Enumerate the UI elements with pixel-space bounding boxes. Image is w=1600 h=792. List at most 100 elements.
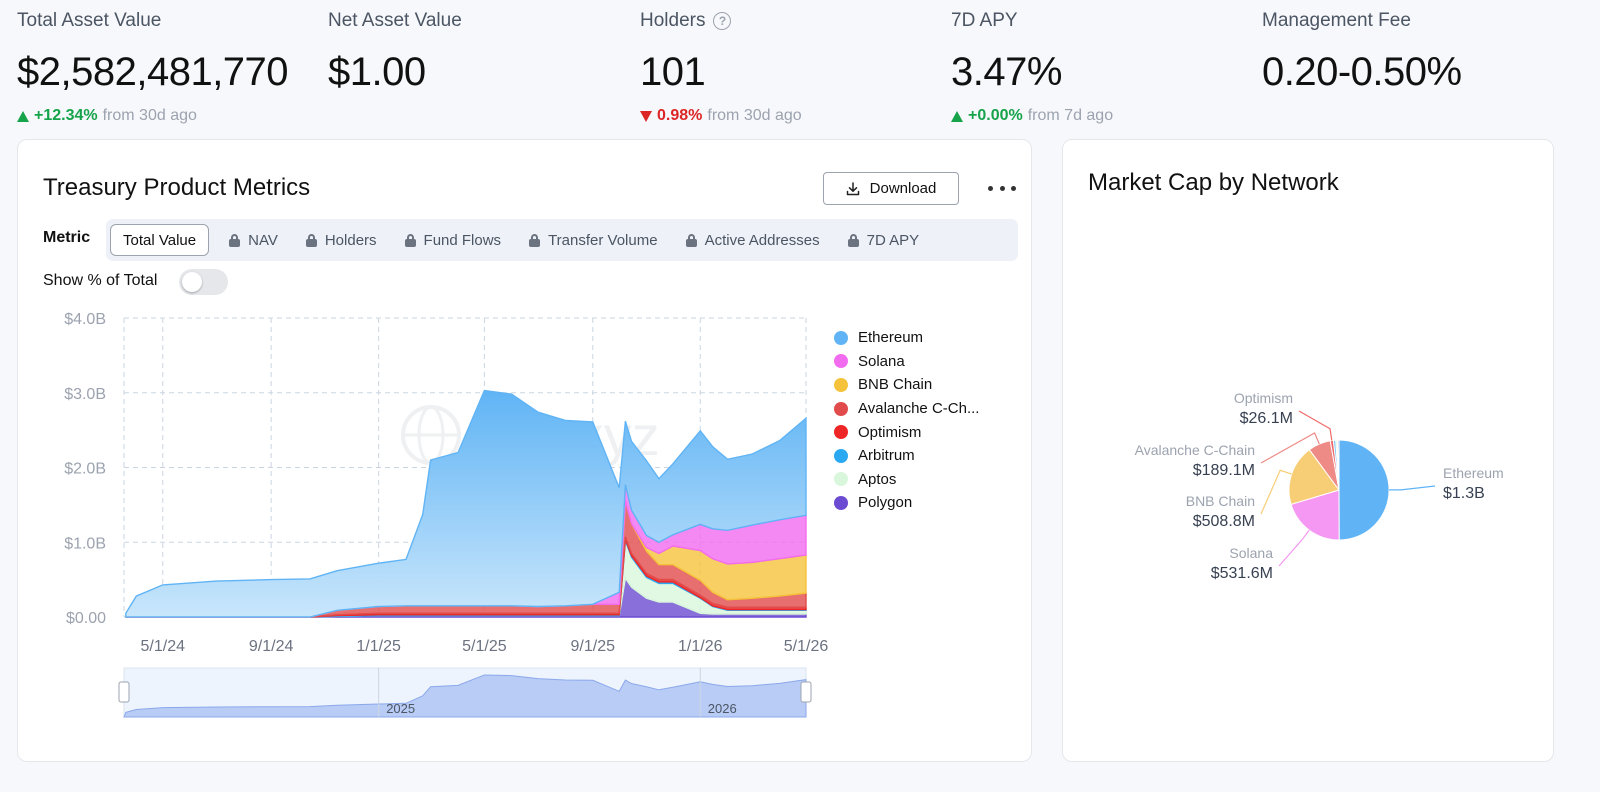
tab-label: Holders — [324, 231, 377, 249]
stat-label: 7D APY — [951, 10, 1018, 31]
stat-period: from 7d ago — [1027, 107, 1114, 124]
legend-dot — [834, 472, 848, 487]
stat-holders: Holders ? 101 0.98% from 30d ago — [640, 8, 940, 125]
navigator-area — [123, 674, 807, 718]
pie-label-value: $508.8M — [1193, 513, 1255, 530]
card-title: Market Cap by Network — [1088, 169, 1339, 196]
tab-fund-flows[interactable]: Fund Flows — [391, 224, 516, 256]
legend-item-aptos[interactable]: Aptos — [834, 468, 979, 492]
stat-value: $1.00 — [328, 50, 426, 94]
pie-label-value: $189.1M — [1193, 462, 1255, 479]
arrow-up-icon — [17, 110, 29, 122]
x-tick-label: 9/1/25 — [571, 638, 616, 655]
tab-transfer-volume[interactable]: Transfer Volume — [515, 224, 672, 256]
x-tick-label: 5/1/24 — [141, 638, 186, 655]
legend-item-arbitrum[interactable]: Arbitrum — [834, 444, 979, 468]
pie-label-name: Solana — [1229, 545, 1273, 561]
legend-label: Ethereum — [858, 329, 924, 347]
arrow-up-icon — [951, 110, 963, 122]
lock-icon — [404, 233, 416, 247]
tab-total-value[interactable]: Total Value — [110, 224, 210, 256]
legend-item-avalanche-c-chain[interactable]: Avalanche C-Ch... — [834, 397, 979, 421]
lock-icon — [529, 233, 541, 247]
stat-value: 0.20-0.50% — [1262, 50, 1462, 94]
arrow-down-icon — [640, 110, 652, 122]
stat-management-fee: Management Fee 0.20-0.50% — [1262, 8, 1562, 95]
legend-label: BNB Chain — [858, 376, 933, 394]
legend-item-bnb-chain[interactable]: BNB Chain — [834, 373, 979, 397]
tab-7d-apy[interactable]: 7D APY — [834, 224, 934, 256]
legend-label: Solana — [858, 352, 905, 370]
card-title: Treasury Product Metrics — [43, 174, 311, 201]
navigator-label: 2025 — [386, 701, 415, 716]
network-card: Market Cap by Network Ethereum $1.3B Solan… — [1062, 139, 1554, 762]
x-tick-label: 5/1/26 — [784, 638, 829, 655]
tab-label: NAV — [248, 231, 278, 249]
legend-item-polygon[interactable]: Polygon — [834, 491, 979, 515]
tab-label: 7D APY — [866, 231, 920, 249]
tab-label: Fund Flows — [423, 231, 502, 249]
stat-change: 0.98% — [657, 107, 703, 124]
legend-dot — [834, 401, 848, 416]
pie-chart: Ethereum $1.3B Solana $531.6M BNB Chain $508.… — [1135, 390, 1504, 582]
legend-dot — [834, 448, 848, 463]
more-options-icon[interactable] — [988, 178, 1016, 198]
pie-label-value: $26.1M — [1240, 410, 1293, 427]
tab-nav[interactable]: NAV — [215, 224, 292, 256]
pie-leader-line — [1278, 529, 1310, 567]
y-tick-label: $4.0B — [64, 311, 106, 328]
x-tick-label: 1/1/25 — [356, 638, 401, 655]
show-percent-label: Show % of Total — [43, 272, 158, 289]
legend-item-solana[interactable]: Solana — [834, 350, 979, 374]
legend-label: Avalanche C-Ch... — [858, 400, 980, 418]
tab-label: Transfer Volume — [548, 231, 658, 249]
x-tick-label: 9/1/24 — [249, 638, 294, 655]
legend-dot — [834, 377, 848, 392]
pie-leader-line — [1260, 469, 1292, 515]
pie-label-name: Optimism — [1234, 390, 1293, 406]
pie-slice-solana — [1290, 489, 1340, 541]
legend-item-optimism[interactable]: Optimism — [834, 420, 979, 444]
pie-leader-line — [1260, 432, 1320, 464]
stat-value: 101 — [640, 50, 706, 94]
legend-label: Polygon — [858, 494, 913, 512]
navigator-handle-right[interactable] — [800, 681, 812, 703]
navigator-label: 2026 — [708, 701, 737, 716]
y-tick-label: $3.0B — [64, 386, 106, 403]
pie-slice-polygon — [1337, 439, 1340, 491]
pie-label-name: BNB Chain — [1186, 493, 1255, 509]
legend-dot — [834, 330, 848, 345]
pie-slice-ethereum — [1338, 439, 1390, 541]
pie-label-name: Ethereum — [1443, 465, 1504, 481]
stat-value: $2,582,481,770 — [17, 50, 289, 94]
tab-holders[interactable]: Holders — [292, 224, 391, 256]
tab-label: Total Value — [123, 231, 197, 249]
metric-label: Metric — [43, 229, 91, 246]
metric-tabs: Total Value NAV Holders Fund Flows Trans… — [106, 219, 1018, 261]
lock-icon — [305, 233, 317, 247]
stat-period: from 30d ago — [102, 107, 197, 124]
stat-label: Management Fee — [1262, 10, 1411, 31]
stat-value: 3.47% — [951, 50, 1062, 94]
y-tick-label: $1.0B — [64, 535, 106, 552]
area-chart: $0.00 $1.0B $2.0B $3.0B $4.0B 5/1/24 9/1/24 1/1… — [64, 311, 829, 718]
legend-label: Arbitrum — [858, 447, 915, 465]
legend-label: Optimism — [858, 423, 922, 441]
legend-item-ethereum[interactable]: Ethereum — [834, 326, 979, 350]
pie-label-value: $531.6M — [1211, 565, 1273, 582]
stat-label: Total Asset Value — [17, 10, 162, 31]
show-percent-toggle[interactable] — [179, 269, 228, 295]
tab-label: Active Addresses — [704, 231, 820, 249]
lock-icon — [229, 233, 241, 247]
stat-7d-apy: 7D APY 3.47% +0.00% from 7d ago — [951, 8, 1251, 125]
help-icon[interactable]: ? — [713, 12, 732, 30]
pie-leader-line — [1389, 485, 1436, 491]
tab-active-addresses[interactable]: Active Addresses — [672, 224, 834, 256]
stat-period: from 30d ago — [707, 107, 802, 124]
toggle-knob — [182, 272, 202, 292]
navigator-handle-left[interactable] — [118, 681, 130, 703]
lock-icon — [685, 233, 697, 247]
legend-dot — [834, 354, 848, 369]
stat-label: Holders — [640, 10, 706, 31]
download-button[interactable]: Download — [823, 172, 959, 205]
